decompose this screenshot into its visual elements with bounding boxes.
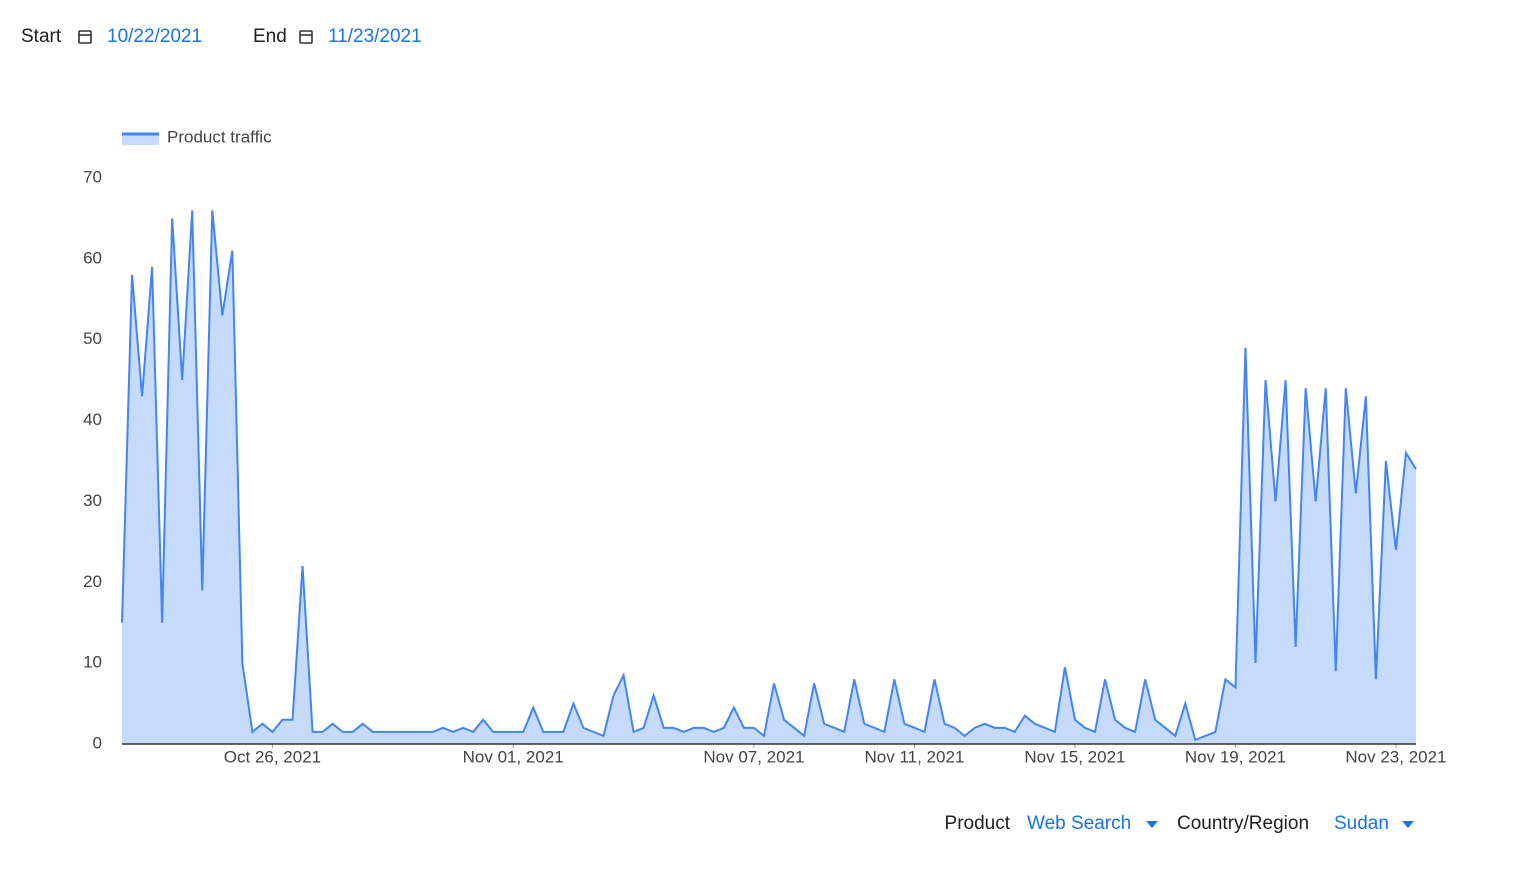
x-tick-label: Nov 01, 2021 [463, 747, 564, 766]
area [122, 210, 1416, 745]
line [121, 210, 1417, 742]
x-tick-label: Nov 23, 2021 [1345, 747, 1446, 766]
end-date[interactable]: 11/23/2021 [328, 26, 422, 47]
calendar-icon [299, 30, 313, 44]
end-label: End [253, 26, 287, 47]
legend-label: Product traffic [167, 127, 272, 146]
y-tick-label: 20 [83, 572, 102, 591]
x-tick-label: Nov 19, 2021 [1185, 747, 1286, 766]
legend-swatch [122, 133, 159, 145]
y-tick-label: 30 [83, 491, 102, 510]
product-select[interactable]: Web Search [1027, 813, 1131, 834]
y-tick-label: 60 [83, 248, 102, 267]
region-select[interactable]: Sudan [1334, 813, 1389, 834]
y-tick-label: 10 [83, 653, 102, 672]
y-tick-label: 70 [83, 167, 102, 186]
x-tick-label: Nov 07, 2021 [703, 747, 804, 766]
start-date[interactable]: 10/22/2021 [107, 26, 202, 47]
x-tick-label: Nov 15, 2021 [1024, 747, 1125, 766]
y-tick-label: 0 [93, 733, 102, 752]
y-tick-label: 40 [83, 410, 102, 429]
dropdown-arrow[interactable] [1402, 821, 1414, 828]
calendar-icon [78, 30, 92, 44]
region-label: Country/Region [1177, 813, 1309, 834]
start-label: Start [21, 26, 62, 47]
x-tick-label: Nov 11, 2021 [865, 747, 965, 766]
product-label: Product [945, 813, 1011, 834]
x-tick-label: Oct 26, 2021 [224, 747, 321, 766]
dropdown-arrow[interactable] [1146, 821, 1158, 828]
y-tick-label: 50 [83, 329, 102, 348]
